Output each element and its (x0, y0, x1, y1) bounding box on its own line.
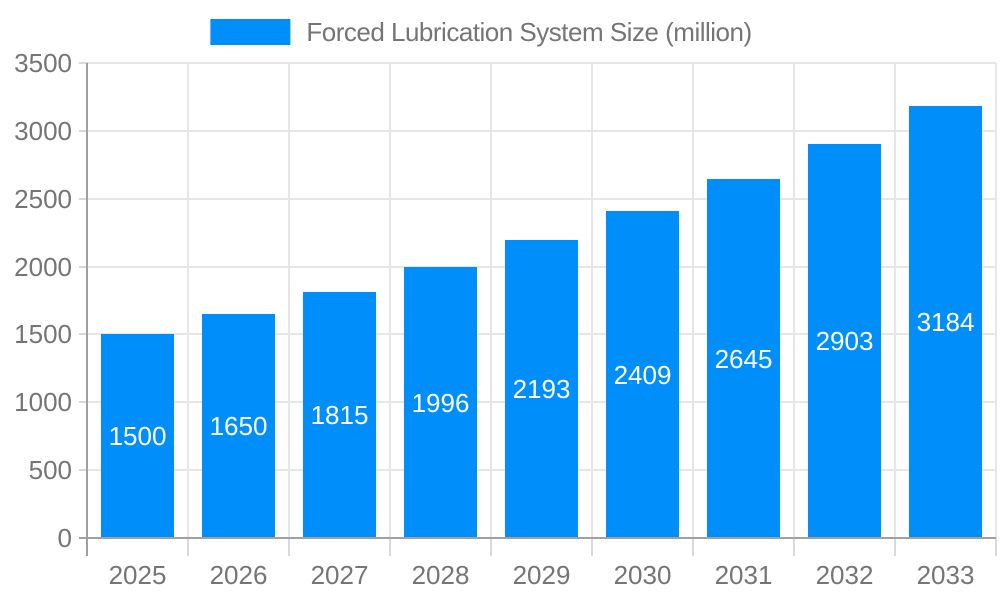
legend: Forced Lubrication System Size (million) (210, 17, 752, 47)
gridline-v (389, 63, 391, 538)
bar: 1650 (202, 314, 275, 538)
legend-swatch (210, 19, 291, 45)
bar: 2193 (505, 240, 578, 538)
bar-value-label: 1500 (108, 421, 167, 452)
x-tick-label: 2031 (714, 560, 773, 590)
x-axis-line (79, 537, 996, 539)
bar: 1815 (303, 291, 376, 538)
x-tick (288, 538, 290, 556)
y-tick-label: 0 (57, 523, 72, 553)
gridline-v (288, 63, 290, 538)
x-tick-label: 2025 (108, 560, 167, 590)
gridline-v (591, 63, 593, 538)
x-tick (692, 538, 694, 556)
y-tick (79, 265, 87, 268)
y-tick (79, 62, 87, 64)
bar: 2409 (606, 211, 679, 538)
x-tick-label: 2032 (815, 560, 874, 590)
gridline-v (490, 63, 492, 538)
y-tick (79, 333, 87, 336)
x-tick (187, 538, 189, 556)
y-tick (79, 197, 87, 200)
y-tick (79, 469, 87, 472)
gridline-h (87, 129, 996, 132)
legend-label: Forced Lubrication System Size (million) (306, 17, 752, 47)
bar-value-label: 1650 (209, 411, 268, 442)
x-tick (591, 538, 593, 556)
gridline-v (995, 63, 997, 538)
bar-value-label: 2645 (714, 343, 773, 374)
y-tick-label: 2500 (14, 183, 72, 214)
gridline-h (87, 62, 996, 64)
x-tick (995, 538, 997, 556)
bar-value-label: 1815 (310, 399, 369, 430)
bar: 1996 (404, 267, 477, 538)
gridline-v (894, 63, 896, 538)
y-tick-label: 1500 (14, 319, 72, 350)
y-tick (79, 129, 87, 132)
y-axis-line (86, 63, 88, 556)
x-tick-label: 2033 (916, 560, 975, 590)
x-tick (894, 538, 896, 556)
bar: 2645 (707, 179, 780, 538)
bar-value-label: 1996 (411, 387, 470, 418)
gridline-h (87, 197, 996, 200)
x-tick-label: 2026 (209, 560, 268, 590)
y-tick (79, 401, 87, 404)
bar: 3184 (909, 105, 982, 538)
y-tick-label: 2000 (14, 251, 72, 282)
x-tick-label: 2030 (613, 560, 672, 590)
x-tick (793, 538, 795, 556)
y-tick-label: 3500 (14, 48, 72, 78)
bar: 1500 (101, 334, 174, 538)
x-tick-label: 2027 (310, 560, 369, 590)
bar-value-label: 2193 (512, 374, 571, 405)
x-tick-label: 2029 (512, 560, 571, 590)
gridline-v (793, 63, 795, 538)
y-tick-label: 1000 (14, 387, 72, 418)
bar: 2903 (808, 144, 881, 538)
bar-value-label: 2903 (815, 326, 874, 356)
x-tick (389, 538, 391, 556)
bar-value-label: 2409 (613, 359, 672, 390)
x-tick (490, 538, 492, 556)
y-tick-label: 500 (28, 455, 72, 486)
bar-value-label: 3184 (916, 306, 975, 337)
x-tick-label: 2028 (411, 560, 470, 590)
gridline-v (692, 63, 694, 538)
y-tick-label: 3000 (14, 115, 72, 146)
gridline-v (187, 63, 189, 538)
